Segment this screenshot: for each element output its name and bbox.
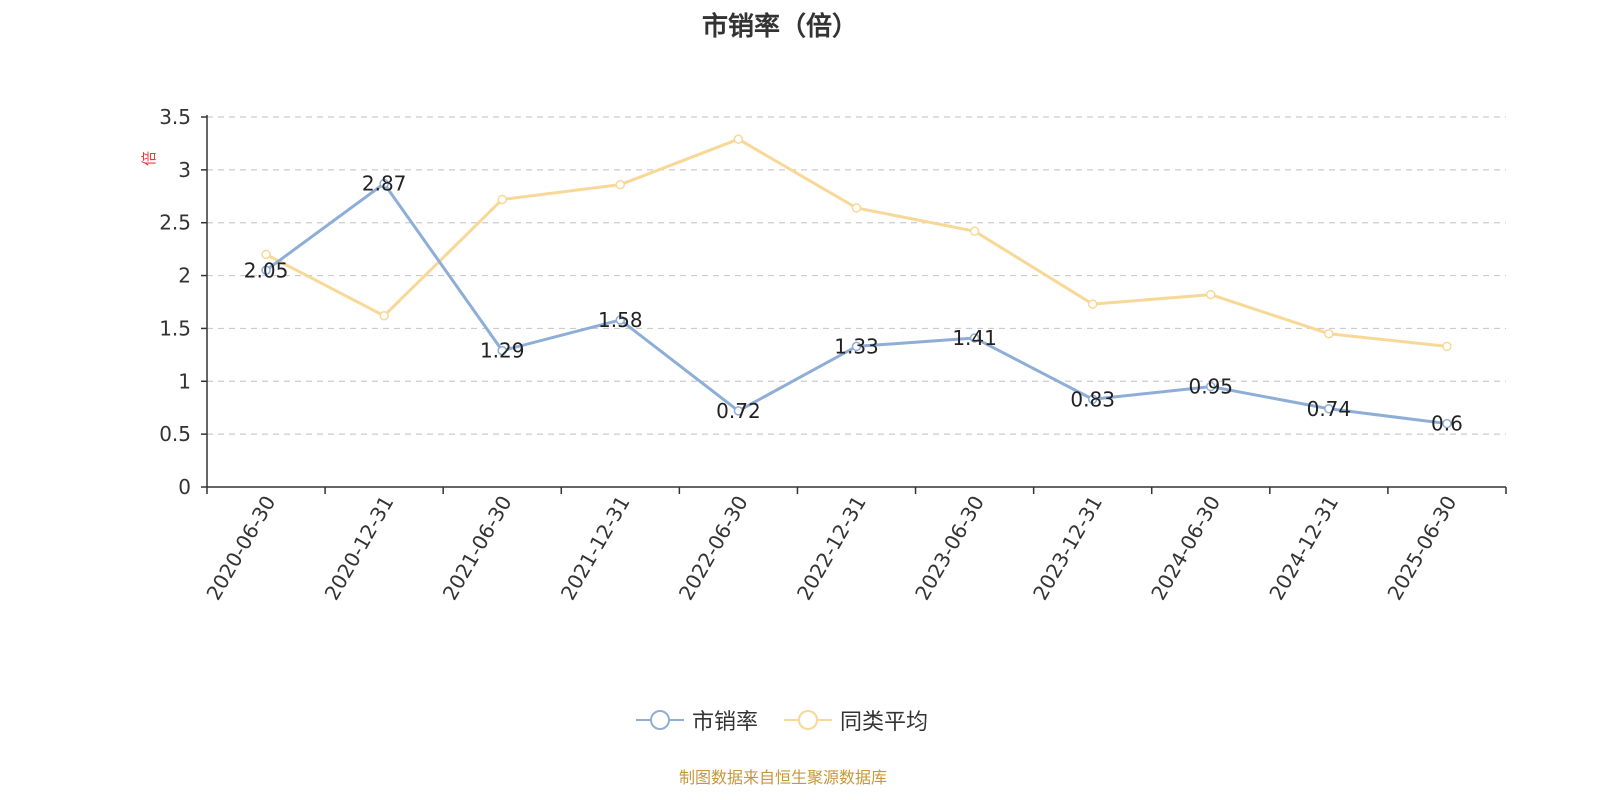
series-0-point-10 [1442,418,1452,429]
series-0-point-8 [1206,381,1216,392]
series-line-0 [265,182,1448,426]
y-tick-label-3: 1.5 [159,316,191,340]
y-tick-label-4: 2 [178,264,191,288]
series-1-point-3 [615,179,626,190]
series-1-point-9 [1324,328,1334,339]
data-label-7: 0.83 [1070,387,1115,411]
x-tick-label-6: 2023-06-30 [910,491,989,604]
legend-item-series-1[interactable]: 同类平均 [784,704,928,736]
x-tick-label-2: 2021-06-30 [438,492,517,605]
y-tick-label-5: 2.5 [159,211,191,235]
x-tick-label-8: 2024-06-30 [1146,492,1225,605]
x-tick-label-1: 2020-12-31 [320,492,399,605]
series-0-point-6 [969,333,980,343]
data-label-8: 0.95 [1189,375,1234,399]
series-0-point-9 [1324,404,1334,414]
series-1-point-0 [261,249,271,260]
x-tick-label-5: 2022-12-31 [792,492,871,605]
legend-item-series-0[interactable]: 市销率 [636,704,758,736]
y-tick-label-1: 0.5 [159,422,191,446]
series-0-point-1 [379,178,389,189]
series-1-point-4 [733,134,744,144]
data-label-5: 1.33 [834,334,879,358]
source-note: 制图数据来自恒生聚源数据库 [678,768,887,787]
series-1-point-5 [851,203,862,213]
series-1-point-6 [969,226,980,236]
y-tick-label-2: 1 [178,369,191,393]
series-0-point-2 [497,345,507,356]
y-tick-label-7: 3.5 [159,105,191,129]
y-tick-label-6: 3 [178,158,191,182]
series-0-point-4 [733,406,744,416]
x-tick-label-9: 2024-12-31 [1264,492,1343,605]
data-label-6: 1.41 [952,326,997,350]
series-1-point-1 [379,310,389,321]
series-0-point-7 [1087,394,1098,405]
data-label-0: 2.05 [244,258,289,282]
legend-marker-series-1 [784,710,832,730]
y-tick-label-0: 0 [178,475,191,499]
x-tick-label-7: 2023-12-31 [1028,492,1107,605]
chart-title: 市销率（倍） [701,12,858,42]
data-label-10: 0.6 [1431,412,1463,436]
x-tick-label-0: 2020-06-30 [201,492,280,605]
data-label-9: 0.74 [1307,397,1352,421]
legend-label-series-1: 同类平均 [840,710,929,735]
series-0-point-5 [851,341,862,352]
series-1-point-8 [1206,289,1216,300]
data-label-4: 0.72 [716,399,761,423]
series-1-point-2 [497,194,507,205]
data-label-1: 2.87 [362,172,407,196]
series-0-point-3 [615,315,626,325]
series-1-point-7 [1087,299,1098,309]
legend-label-series-0: 市销率 [692,710,759,735]
series-1-point-10 [1442,341,1452,352]
x-tick-label-4: 2022-06-30 [674,492,753,605]
data-label-3: 1.58 [598,308,643,332]
x-tick-label-3: 2021-12-31 [556,492,635,605]
legend-marker-series-0 [636,710,684,730]
data-label-2: 1.29 [480,339,525,363]
series-0-point-0 [261,265,271,276]
x-tick-label-10: 2025-06-30 [1382,492,1461,605]
